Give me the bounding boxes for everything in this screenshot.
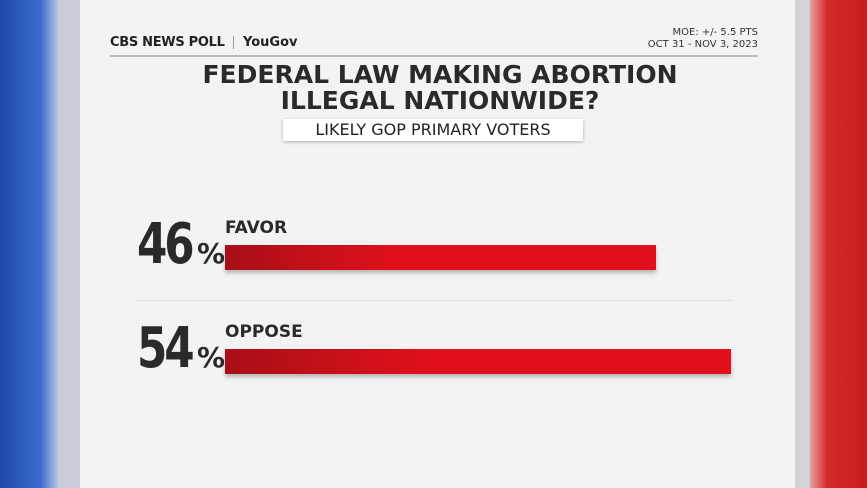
left-margin xyxy=(58,0,80,488)
divider xyxy=(137,300,732,301)
dates: OCT 31 - NOV 3, 2023 xyxy=(647,39,758,50)
separator xyxy=(233,36,234,49)
partner: YouGov xyxy=(243,35,298,50)
category-label: FAVOR xyxy=(225,218,288,238)
bar xyxy=(225,349,731,374)
brand: CBS NEWS POLL xyxy=(110,35,225,50)
value-label: 46% xyxy=(137,212,225,277)
bar xyxy=(225,245,657,270)
panel xyxy=(80,0,795,488)
chart-title: FEDERAL LAW MAKING ABORTION ILLEGAL NATI… xyxy=(202,60,678,115)
category-label: OPPOSE xyxy=(225,322,303,342)
blue-stripe xyxy=(0,0,58,488)
value-label: 54% xyxy=(137,316,225,381)
moe: MOE: +/- 5.5 PTS xyxy=(672,27,758,38)
red-stripe xyxy=(810,0,867,488)
subtitle: LIKELY GOP PRIMARY VOTERS xyxy=(283,119,583,141)
rule xyxy=(110,55,758,57)
right-margin xyxy=(795,0,810,488)
